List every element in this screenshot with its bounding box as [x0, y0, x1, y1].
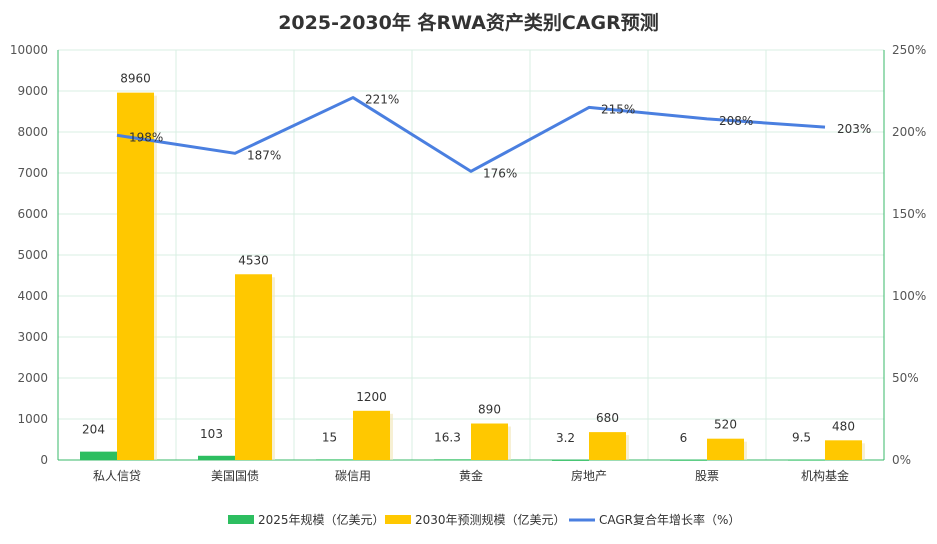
x-tick-label: 股票 [695, 469, 719, 483]
x-tick-label: 黄金 [459, 468, 483, 483]
data-label-2030: 8960 [120, 72, 151, 86]
y-left-tick-label: 9000 [17, 84, 48, 98]
data-label-2030: 890 [478, 403, 501, 417]
bar-2025[interactable] [198, 455, 235, 460]
legend-label[interactable]: 2030年预测规模（亿美元） [415, 512, 566, 527]
bar-2030[interactable] [235, 274, 272, 460]
x-tick-label: 房地产 [571, 468, 607, 483]
y-right-tick-label: 200% [892, 125, 926, 139]
y-left-tick-label: 10000 [10, 43, 48, 57]
data-label-2030: 4530 [238, 253, 269, 267]
y-right-tick-label: 0% [892, 453, 911, 467]
data-label-2030: 480 [832, 419, 855, 433]
data-label-2025: 9.5 [792, 431, 811, 445]
bar-2030[interactable] [353, 410, 390, 460]
data-label-2025: 6 [680, 431, 688, 445]
bar-2030[interactable] [707, 438, 744, 460]
y-right-tick-label: 150% [892, 207, 926, 221]
legend-swatch [385, 515, 411, 524]
data-label-2030: 1200 [356, 390, 387, 404]
y-left-tick-label: 7000 [17, 166, 48, 180]
bar-2030[interactable] [117, 92, 154, 460]
y-left-tick-label: 8000 [17, 125, 48, 139]
data-label-2025: 16.3 [434, 430, 461, 444]
chart-title: 2025-2030年 各RWA资产类别CAGR预测 [278, 12, 659, 34]
bar-2025[interactable] [80, 451, 117, 460]
bar-2025[interactable] [552, 459, 589, 461]
bar-2025[interactable] [788, 459, 825, 461]
x-tick-label: 美国国债 [211, 469, 259, 483]
y-right-tick-label: 50% [892, 371, 919, 385]
legend-label[interactable]: 2025年规模（亿美元） [258, 512, 385, 527]
y-left-tick-label: 3000 [17, 330, 48, 344]
y-left-tick-label: 6000 [17, 207, 48, 221]
cagr-line[interactable] [116, 96, 826, 173]
data-label-2025: 204 [82, 423, 105, 437]
legend-swatch [228, 515, 254, 524]
cagr-point-label: 198% [129, 130, 163, 144]
data-label-2030: 520 [714, 418, 737, 432]
y-left-tick-label: 1000 [17, 412, 48, 426]
bar-2025[interactable] [670, 459, 707, 461]
cagr-point-label: 221% [365, 93, 399, 107]
x-tick-label: 私人信贷 [93, 469, 141, 483]
bar-2030[interactable] [471, 423, 508, 460]
y-right-tick-label: 250% [892, 43, 926, 57]
y-left-tick-label: 0 [40, 453, 48, 467]
bar-2025[interactable] [434, 459, 471, 461]
data-label-2025: 15 [322, 430, 337, 444]
bar-2030[interactable] [589, 432, 626, 460]
cagr-point-label: 187% [247, 148, 281, 162]
bar-2030[interactable] [825, 440, 862, 460]
cagr-point-label: 176% [483, 166, 517, 180]
x-tick-label: 机构基金 [801, 468, 849, 483]
data-label-2025: 103 [200, 427, 223, 441]
y-right-tick-label: 100% [892, 289, 926, 303]
y-left-tick-label: 5000 [17, 248, 48, 262]
x-tick-label: 碳信用 [335, 469, 371, 483]
y-left-tick-label: 2000 [17, 371, 48, 385]
cagr-point-label: 208% [719, 114, 753, 128]
cagr-point-label: 215% [601, 102, 635, 116]
y-left-tick-label: 4000 [17, 289, 48, 303]
data-label-2025: 3.2 [556, 431, 575, 445]
legend-label[interactable]: CAGR复合年增长率（%） [599, 512, 740, 527]
cagr-point-label: 203% [837, 122, 871, 136]
bar-2025[interactable] [316, 459, 353, 461]
data-label-2030: 680 [596, 411, 619, 425]
